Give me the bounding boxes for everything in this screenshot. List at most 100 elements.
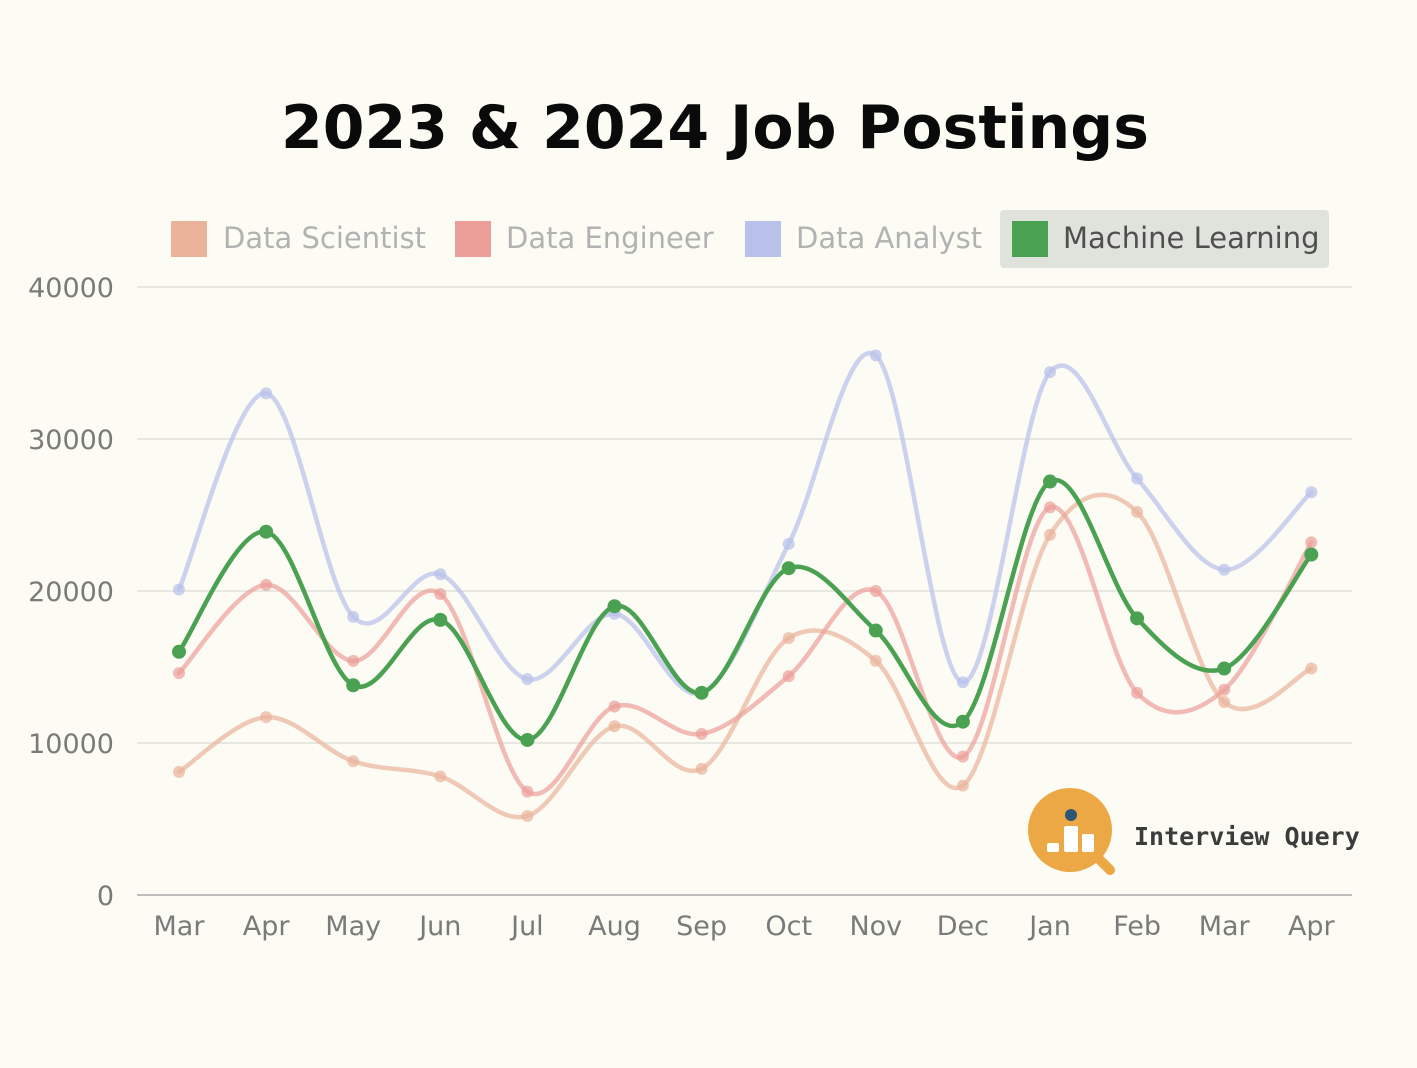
legend-item-data-scientist[interactable]: Data Scientist [171, 221, 426, 257]
series-machine-learning [172, 474, 1319, 747]
data-point-machine-learning[interactable] [868, 623, 883, 638]
data-point-machine-learning[interactable] [1130, 611, 1145, 626]
data-point-data-engineer[interactable] [1131, 686, 1144, 699]
data-point-machine-learning[interactable] [1043, 474, 1057, 489]
x-tick-label: Sep [676, 911, 727, 942]
data-point-data-scientist[interactable] [521, 809, 534, 822]
data-point-data-analyst[interactable] [434, 568, 447, 581]
legend-item-data-engineer[interactable]: Data Engineer [455, 221, 714, 257]
legend-swatch [455, 221, 491, 257]
x-tick-label: Jun [417, 911, 461, 942]
series-data-engineer [173, 501, 1318, 798]
data-point-data-analyst[interactable] [782, 537, 795, 550]
data-point-machine-learning[interactable] [433, 612, 448, 627]
data-point-data-analyst[interactable] [521, 673, 534, 686]
legend-label: Data Engineer [506, 221, 714, 255]
brand-bar-2 [1064, 826, 1078, 852]
data-point-data-analyst[interactable] [1218, 563, 1231, 576]
brand-logo: Interview Query [1028, 788, 1360, 875]
x-tick-label: Jan [1027, 911, 1071, 942]
legend-swatch [745, 221, 781, 257]
legend-label: Machine Learning [1063, 221, 1320, 255]
legend-item-machine-learning[interactable]: Machine Learning [1000, 210, 1329, 268]
x-tick-label: Apr [1288, 911, 1336, 942]
data-point-data-engineer[interactable] [956, 750, 969, 763]
brand-bar-3 [1082, 834, 1094, 852]
legend-swatch [1012, 221, 1048, 257]
data-point-data-scientist[interactable] [1044, 528, 1056, 541]
series-data-scientist [173, 492, 1318, 822]
x-tick-label: Jul [509, 911, 544, 942]
data-point-machine-learning[interactable] [607, 599, 622, 614]
data-point-data-engineer[interactable] [521, 785, 534, 798]
brand-bar-1 [1047, 843, 1059, 852]
y-tick-label: 30000 [28, 425, 114, 456]
data-point-data-analyst[interactable] [173, 583, 185, 596]
data-point-data-analyst[interactable] [260, 387, 273, 400]
brand-magnifier-handle [1091, 851, 1115, 875]
data-point-data-engineer[interactable] [260, 578, 273, 591]
x-tick-label: Apr [243, 911, 291, 942]
data-point-data-analyst[interactable] [1305, 486, 1318, 499]
data-point-data-analyst[interactable] [1044, 366, 1056, 379]
legend-label: Data Scientist [223, 221, 426, 255]
x-tick-label: May [325, 911, 381, 942]
data-point-data-engineer[interactable] [434, 588, 447, 601]
y-tick-label: 40000 [28, 273, 114, 304]
data-point-data-analyst[interactable] [347, 610, 360, 623]
series-lines [172, 349, 1319, 822]
gridlines [137, 286, 1352, 896]
data-point-machine-learning[interactable] [1304, 547, 1319, 562]
data-point-machine-learning[interactable] [346, 678, 361, 693]
data-point-data-scientist[interactable] [608, 720, 621, 733]
legend: Data Scientist Data Engineer Data Analyst M… [171, 210, 1329, 268]
data-point-machine-learning[interactable] [520, 732, 535, 747]
data-point-data-engineer[interactable] [782, 670, 795, 683]
x-tick-label: Oct [765, 911, 812, 942]
legend-highlight [1000, 210, 1329, 268]
data-point-data-scientist[interactable] [869, 654, 882, 667]
data-point-data-scientist[interactable] [695, 762, 708, 775]
chart-title: 2023 & 2024 Job Postings [281, 93, 1149, 163]
data-point-data-engineer[interactable] [869, 585, 882, 597]
data-point-data-engineer[interactable] [1218, 683, 1231, 696]
series-line-data-analyst [176, 350, 1314, 697]
data-point-data-scientist[interactable] [1218, 695, 1231, 708]
x-tick-label: Aug [588, 911, 641, 942]
data-point-machine-learning[interactable] [1217, 661, 1232, 676]
series-line-data-engineer [176, 505, 1314, 797]
x-tick-label: Dec [937, 911, 989, 942]
data-point-data-scientist[interactable] [434, 770, 447, 783]
x-tick-label: Mar [1199, 911, 1251, 942]
data-point-machine-learning[interactable] [694, 685, 709, 700]
data-point-data-engineer[interactable] [1305, 536, 1318, 549]
data-point-data-analyst[interactable] [1131, 472, 1144, 485]
brand-name: Interview Query [1134, 822, 1360, 851]
data-point-data-scientist[interactable] [260, 711, 273, 724]
legend-swatch [171, 221, 207, 257]
data-point-machine-learning[interactable] [955, 714, 970, 729]
data-point-data-scientist[interactable] [956, 779, 969, 792]
y-tick-label: 0 [97, 881, 114, 912]
data-point-machine-learning[interactable] [172, 644, 186, 659]
data-point-data-engineer[interactable] [347, 654, 360, 667]
data-point-data-engineer[interactable] [608, 700, 621, 713]
legend-item-data-analyst[interactable]: Data Analyst [745, 221, 982, 257]
data-point-data-engineer[interactable] [173, 667, 185, 680]
y-tick-label: 20000 [28, 577, 114, 608]
data-point-data-engineer[interactable] [695, 727, 708, 740]
axes: 0 10000 20000 30000 40000 Mar Apr May Jun Jul Aug S… [28, 273, 1335, 942]
data-point-data-scientist[interactable] [782, 632, 795, 645]
data-point-data-scientist[interactable] [347, 755, 360, 768]
y-tick-label: 10000 [28, 729, 114, 760]
data-point-data-scientist[interactable] [173, 765, 185, 778]
data-point-data-analyst[interactable] [956, 676, 969, 689]
data-point-data-engineer[interactable] [1044, 501, 1056, 514]
data-point-data-scientist[interactable] [1305, 662, 1318, 675]
data-point-data-analyst[interactable] [869, 349, 882, 362]
data-point-machine-learning[interactable] [781, 561, 796, 576]
data-point-machine-learning[interactable] [259, 524, 274, 539]
data-point-data-scientist[interactable] [1131, 505, 1144, 518]
